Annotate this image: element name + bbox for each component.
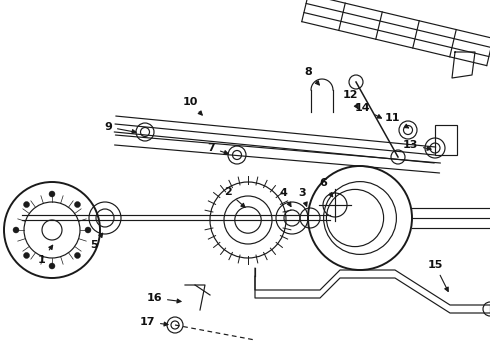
Text: 9: 9 [104,122,136,134]
Text: 4: 4 [279,188,291,207]
Bar [435,125,457,155]
Text: 8: 8 [304,67,319,85]
Text: 14: 14 [354,103,381,118]
Text: 15: 15 [427,260,448,291]
Circle shape [85,227,91,233]
Text: 12: 12 [342,90,358,108]
Text: 1: 1 [38,245,52,265]
Text: 2: 2 [224,187,245,207]
Text: 6: 6 [319,178,333,197]
Text: 11: 11 [385,113,409,128]
Text: 7: 7 [207,143,228,154]
Text: 3: 3 [298,188,307,206]
Text: 17: 17 [140,317,168,327]
Circle shape [74,202,80,208]
Text: 16: 16 [147,293,181,303]
Circle shape [24,252,29,258]
Text: 5: 5 [90,233,102,250]
Text: 10: 10 [182,97,202,115]
Circle shape [49,191,55,197]
Circle shape [49,263,55,269]
Circle shape [24,202,29,208]
Text: 13: 13 [403,140,431,150]
Circle shape [74,252,80,258]
Circle shape [13,227,19,233]
